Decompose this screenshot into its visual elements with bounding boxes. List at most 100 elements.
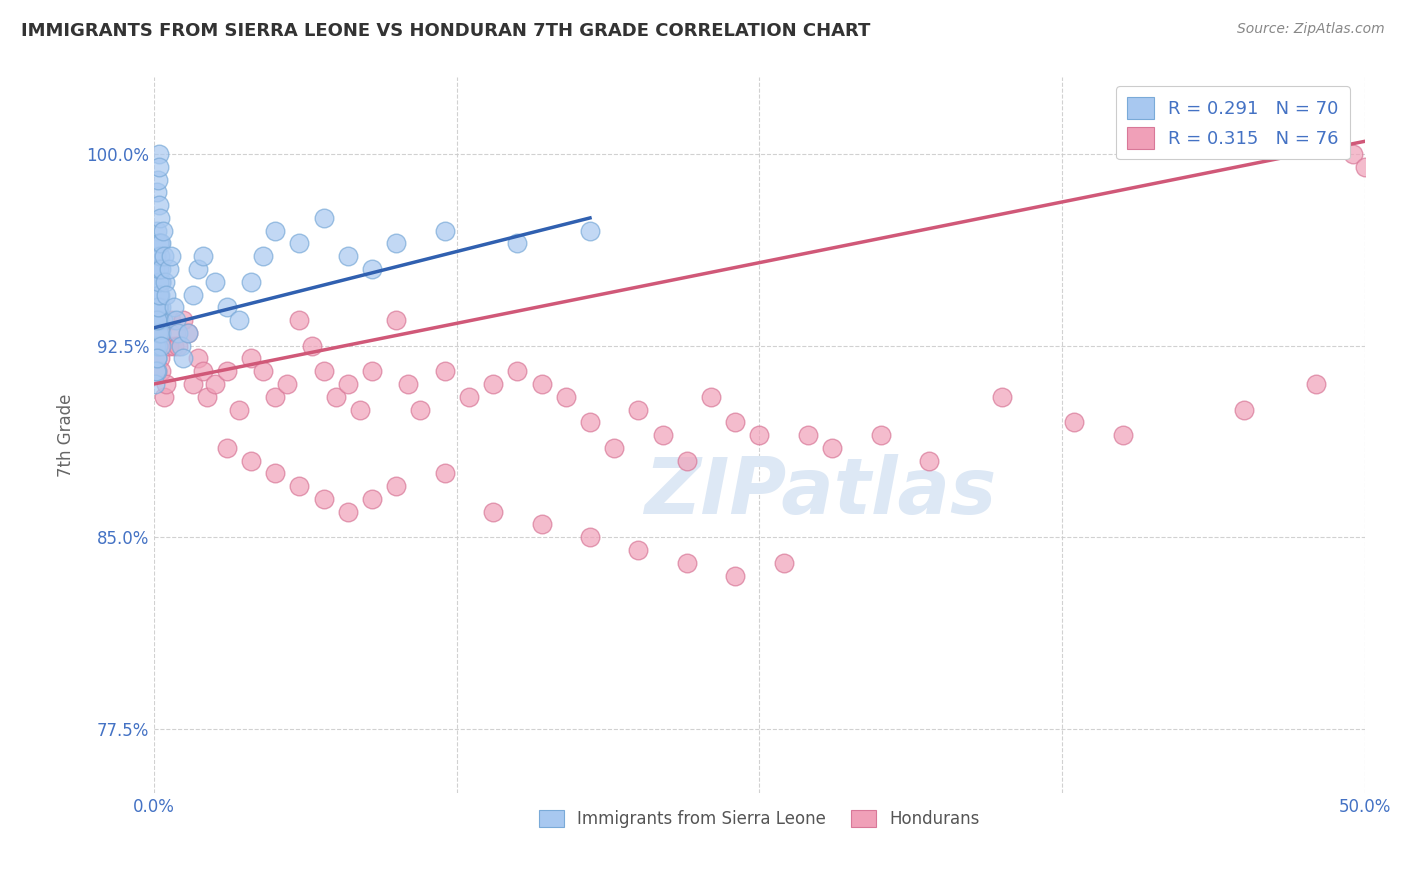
Point xyxy=(361,262,384,277)
Point xyxy=(433,467,456,481)
Point xyxy=(155,287,177,301)
Point xyxy=(1305,376,1327,391)
Point xyxy=(165,313,187,327)
Point xyxy=(579,224,602,238)
Point xyxy=(482,376,505,391)
Point xyxy=(869,428,891,442)
Point xyxy=(506,236,529,251)
Point xyxy=(148,287,170,301)
Point xyxy=(146,313,169,327)
Point xyxy=(143,376,166,391)
Point xyxy=(264,467,287,481)
Point xyxy=(146,338,169,352)
Point xyxy=(676,556,699,570)
Point xyxy=(325,390,347,404)
Point xyxy=(530,517,553,532)
Point xyxy=(143,262,166,277)
Point xyxy=(148,275,170,289)
Point xyxy=(162,338,184,352)
Point xyxy=(385,313,408,327)
Point xyxy=(149,236,172,251)
Point xyxy=(336,249,359,263)
Point xyxy=(153,275,176,289)
Point xyxy=(1063,415,1085,429)
Point xyxy=(148,262,170,277)
Point xyxy=(530,376,553,391)
Point xyxy=(145,364,167,378)
Point xyxy=(181,287,204,301)
Point xyxy=(361,491,384,506)
Point xyxy=(148,198,170,212)
Point xyxy=(172,351,194,366)
Point xyxy=(146,186,169,200)
Point xyxy=(1354,160,1376,174)
Point xyxy=(651,428,673,442)
Point xyxy=(148,313,170,327)
Point xyxy=(146,364,169,378)
Point xyxy=(148,147,170,161)
Point xyxy=(148,326,170,340)
Point xyxy=(240,351,263,366)
Point xyxy=(150,338,173,352)
Point xyxy=(148,287,170,301)
Point xyxy=(433,364,456,378)
Point xyxy=(312,211,335,225)
Text: Source: ZipAtlas.com: Source: ZipAtlas.com xyxy=(1237,22,1385,37)
Point xyxy=(149,275,172,289)
Point xyxy=(1341,147,1364,161)
Point xyxy=(748,428,770,442)
Legend: Immigrants from Sierra Leone, Hondurans: Immigrants from Sierra Leone, Hondurans xyxy=(533,803,987,834)
Point xyxy=(990,390,1012,404)
Point xyxy=(312,364,335,378)
Point xyxy=(361,364,384,378)
Point xyxy=(252,364,274,378)
Point xyxy=(264,390,287,404)
Point xyxy=(579,415,602,429)
Point xyxy=(146,172,169,186)
Point xyxy=(148,301,170,315)
Point xyxy=(177,326,200,340)
Point xyxy=(149,262,172,277)
Point xyxy=(145,351,167,366)
Point xyxy=(167,326,190,340)
Point xyxy=(148,326,170,340)
Point xyxy=(918,453,941,467)
Point xyxy=(579,530,602,544)
Point xyxy=(385,479,408,493)
Point xyxy=(191,249,214,263)
Point xyxy=(215,364,238,378)
Point xyxy=(146,313,169,327)
Point xyxy=(165,326,187,340)
Point xyxy=(676,453,699,467)
Point xyxy=(160,313,183,327)
Point xyxy=(148,160,170,174)
Point xyxy=(458,390,481,404)
Point xyxy=(336,505,359,519)
Point xyxy=(149,326,172,340)
Point xyxy=(724,415,747,429)
Point xyxy=(336,376,359,391)
Point xyxy=(191,364,214,378)
Point xyxy=(148,262,170,277)
Point xyxy=(160,249,183,263)
Point xyxy=(288,236,311,251)
Point xyxy=(252,249,274,263)
Point xyxy=(204,376,226,391)
Point xyxy=(187,351,209,366)
Point xyxy=(228,402,250,417)
Point xyxy=(603,441,626,455)
Point xyxy=(554,390,576,404)
Point xyxy=(724,568,747,582)
Point xyxy=(276,376,298,391)
Point xyxy=(797,428,820,442)
Point xyxy=(506,364,529,378)
Point xyxy=(215,441,238,455)
Point xyxy=(482,505,505,519)
Point xyxy=(700,390,723,404)
Point xyxy=(821,441,844,455)
Point xyxy=(146,301,169,315)
Point xyxy=(157,338,180,352)
Point xyxy=(181,376,204,391)
Point xyxy=(162,301,184,315)
Point xyxy=(145,351,167,366)
